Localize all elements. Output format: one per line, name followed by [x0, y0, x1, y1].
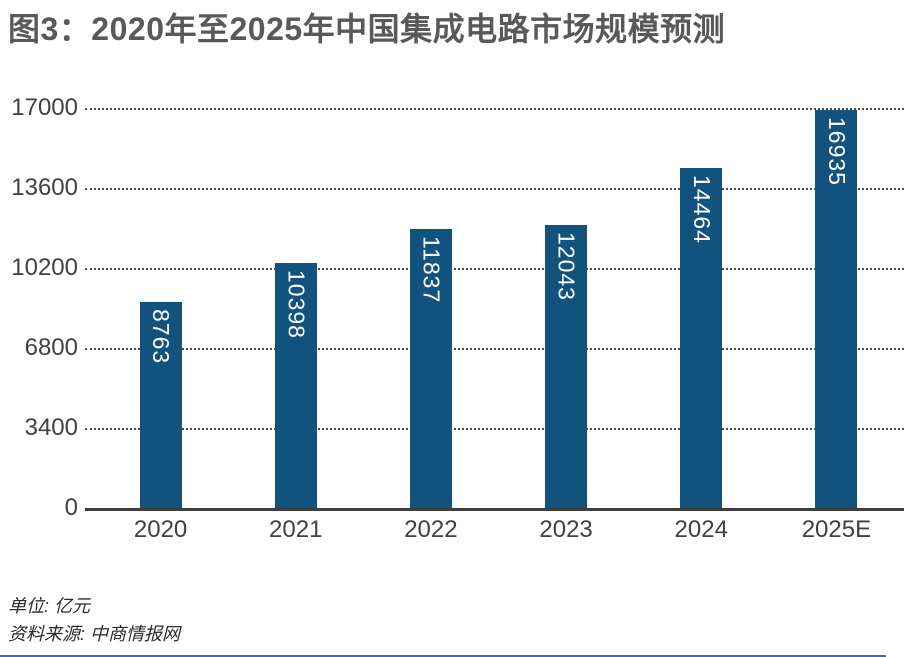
y-tick-label-0: 0 — [64, 494, 78, 521]
y-tick-label-13600: 13600 — [11, 174, 78, 201]
bar-value-label-2020: 8763 — [148, 308, 175, 364]
bar-2021: 10398 — [274, 263, 317, 508]
source-note: 资料来源: 中商情报网 — [8, 624, 181, 644]
bar-value-label-2023: 12043 — [553, 231, 580, 301]
x-tick-label-2025E: 2025E — [801, 516, 872, 543]
gridline-17000 — [85, 108, 904, 110]
bar-2022: 11837 — [409, 229, 452, 508]
gridline-13600 — [85, 188, 904, 190]
x-tick-label-2024: 2024 — [674, 516, 728, 543]
bar-2024: 14464 — [680, 167, 723, 508]
y-tick-label-17000: 17000 — [11, 94, 78, 121]
bar-2020: 8763 — [139, 301, 182, 508]
bar-2025E: 16935 — [815, 109, 858, 508]
y-tick-label-3400: 3400 — [24, 414, 78, 441]
gridline-3400 — [85, 428, 904, 430]
gridline-6800 — [85, 348, 904, 350]
gridline-10200 — [85, 268, 904, 270]
bar-value-label-2022: 11837 — [418, 236, 445, 304]
bar-value-label-2025E: 16935 — [823, 116, 850, 186]
x-tick-label-2022: 2022 — [404, 516, 458, 543]
y-tick-label-6800: 6800 — [24, 334, 78, 361]
x-axis-line — [85, 508, 904, 511]
bar-value-label-2021: 10398 — [283, 270, 310, 340]
chart-title: 图3：2020年至2025年中国集成电路市场规模预测 — [8, 11, 726, 47]
y-tick-label-10200: 10200 — [11, 254, 78, 281]
x-tick-label-2023: 2023 — [539, 516, 593, 543]
bottom-rule — [0, 655, 886, 657]
bar-2023: 12043 — [545, 224, 588, 508]
unit-note: 单位: 亿元 — [8, 596, 91, 616]
x-tick-label-2020: 2020 — [133, 516, 188, 543]
x-tick-label-2021: 2021 — [269, 516, 323, 543]
bar-value-label-2024: 14464 — [688, 174, 715, 244]
